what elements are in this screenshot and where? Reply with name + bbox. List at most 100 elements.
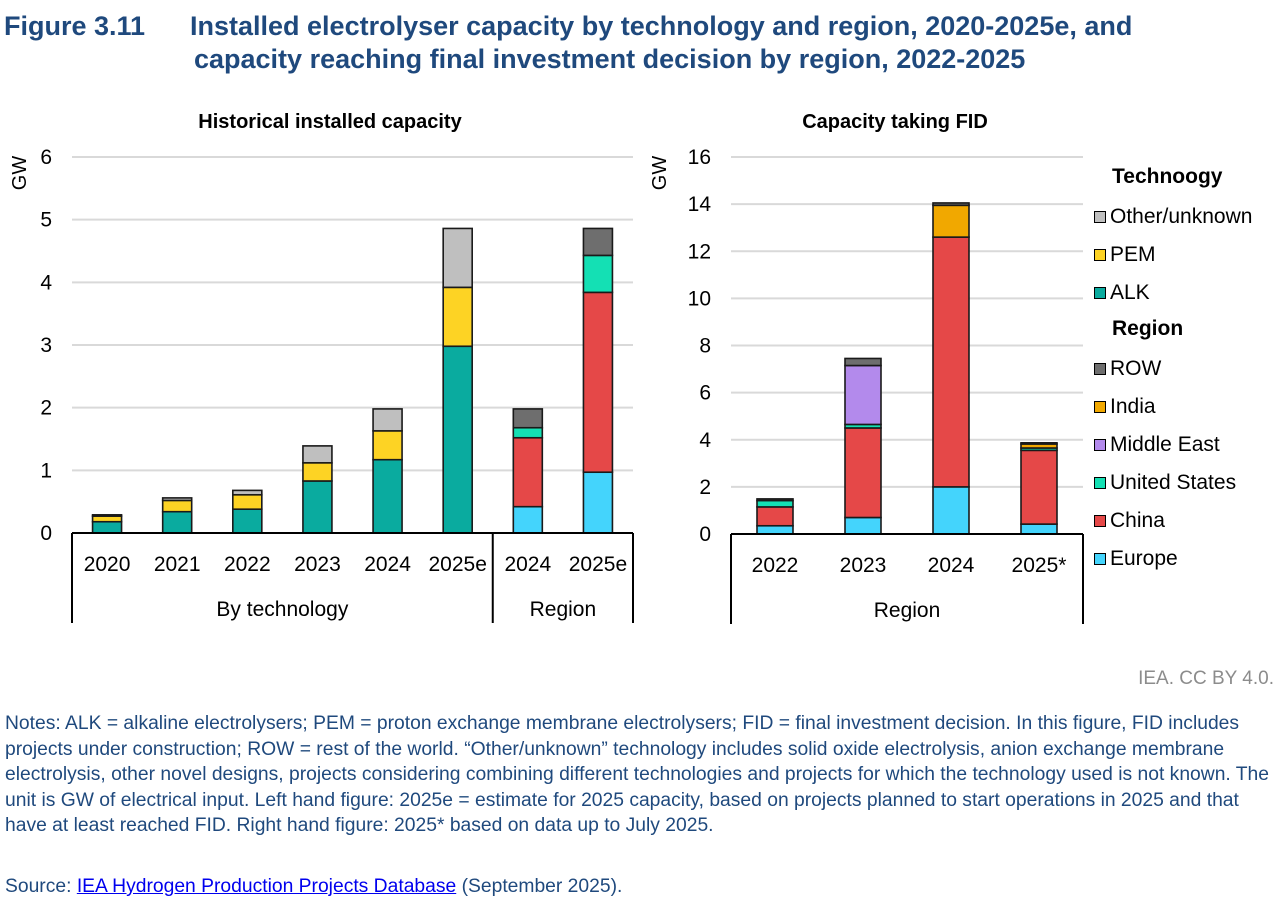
bar-segment-pem bbox=[232, 493, 263, 510]
y-tick-label: 0 bbox=[40, 522, 52, 545]
x-tick-label: 2022 bbox=[752, 554, 799, 577]
legend-label: ROW bbox=[1110, 357, 1162, 380]
y-tick-label: 2 bbox=[699, 476, 711, 499]
bar-segment-europe bbox=[512, 505, 544, 534]
y-tick-label: 14 bbox=[688, 193, 712, 216]
bar-segment-europe bbox=[756, 524, 794, 535]
bar-segment-alk bbox=[442, 345, 473, 534]
bar-segment-row bbox=[932, 202, 970, 207]
left-chart: 0 1 2 3 4 5 6 GW 2020 2021 2022 2023 2024 2025e 2024 20… bbox=[9, 146, 634, 623]
bar-segment-pem bbox=[302, 462, 333, 482]
source-suffix: (September 2025). bbox=[456, 876, 623, 897]
figure-title-line2: capacity reaching final investment decis… bbox=[194, 44, 1026, 74]
bar-segment-row bbox=[756, 498, 794, 502]
legend-swatch-icon bbox=[1094, 363, 1106, 375]
bar-segment-row bbox=[582, 227, 614, 257]
x-tick-label: 2024 bbox=[928, 554, 975, 577]
left-chart-title: Historical installed capacity bbox=[198, 111, 462, 133]
x-tick-label: 2025* bbox=[1012, 554, 1067, 577]
legend-region-heading: Region bbox=[1112, 317, 1184, 340]
x-tick-label: 2024 bbox=[504, 553, 551, 576]
y-tick-label: 2 bbox=[40, 397, 52, 420]
bar-segment-other-unknown bbox=[91, 514, 123, 517]
legend-label: Europe bbox=[1110, 547, 1178, 570]
y-axis-label: GW bbox=[649, 156, 671, 191]
bar-segment-china bbox=[512, 436, 544, 508]
source-prefix: Source: bbox=[5, 876, 77, 897]
legend-label: Other/unknown bbox=[1110, 205, 1253, 228]
legend-item-india: India bbox=[1094, 388, 1280, 426]
legend-swatch-icon bbox=[1094, 477, 1106, 489]
bar-segment-row bbox=[844, 357, 882, 367]
y-tick-label: 16 bbox=[688, 146, 711, 169]
notes-text: Notes: ALK = alkaline electrolysers; PEM… bbox=[5, 713, 1270, 837]
bar-segment-pem bbox=[372, 430, 403, 461]
x-tick-label: 2025e bbox=[569, 553, 627, 576]
right-chart-title: Capacity taking FID bbox=[802, 111, 988, 133]
y-tick-label: 1 bbox=[40, 459, 52, 482]
legend-item-europe: Europe bbox=[1094, 540, 1280, 578]
legend-label: United States bbox=[1110, 471, 1237, 494]
x-tick-label: 2025e bbox=[428, 553, 486, 576]
bar-segment-other-unknown bbox=[232, 489, 263, 496]
bar-segment-middle-east bbox=[844, 364, 882, 426]
legend-label: PEM bbox=[1110, 243, 1156, 266]
bar-segment-alk bbox=[232, 508, 263, 534]
bar-segment-china bbox=[1020, 449, 1058, 525]
group-label-region: Region bbox=[874, 599, 941, 622]
x-tick-label: 2021 bbox=[154, 553, 201, 576]
figure-title: Figure 3.11 Installed electrolyser capaci… bbox=[4, 10, 1280, 76]
y-tick-label: 0 bbox=[699, 523, 711, 546]
legend-item-row: ROW bbox=[1094, 350, 1280, 388]
y-tick-label: 6 bbox=[699, 382, 711, 405]
bar-segment-alk bbox=[91, 520, 123, 534]
bar-segment-alk bbox=[302, 480, 333, 534]
source-text: Source: IEA Hydrogen Production Projects… bbox=[5, 876, 622, 898]
y-tick-label: 12 bbox=[688, 240, 711, 263]
bar-segment-europe bbox=[932, 486, 970, 535]
y-tick-label: 5 bbox=[40, 209, 52, 232]
legend-item-united-states: United States bbox=[1094, 464, 1280, 502]
legend-label: Middle East bbox=[1110, 433, 1220, 456]
bar-segment-united-states bbox=[512, 426, 544, 439]
right-chart: 0 2 4 6 8 10 12 14 16 GW 2022 2023 2024 2025* Region bbox=[649, 146, 1084, 624]
legend-item-alk: ALK bbox=[1094, 274, 1280, 312]
bar-segment-pem bbox=[91, 515, 123, 523]
y-tick-label: 10 bbox=[688, 287, 711, 310]
group-label-by-technology: By technology bbox=[216, 598, 348, 621]
y-axis-label: GW bbox=[9, 156, 31, 191]
legend-swatch-icon bbox=[1094, 401, 1106, 413]
figure-number: Figure 3.11 bbox=[4, 11, 146, 41]
legend-label: ALK bbox=[1110, 281, 1150, 304]
legend-label: India bbox=[1110, 395, 1156, 418]
bar-segment-india bbox=[932, 204, 970, 238]
x-tick-label: 2022 bbox=[224, 553, 271, 576]
y-tick-label: 6 bbox=[40, 146, 52, 169]
legend-swatch-icon bbox=[1094, 439, 1106, 451]
bar-segment-united-states bbox=[756, 499, 794, 508]
legend-swatch-icon bbox=[1094, 211, 1106, 223]
bar-segment-alk bbox=[161, 510, 193, 534]
x-tick-label: 2024 bbox=[364, 553, 411, 576]
bar-segment-china bbox=[844, 427, 882, 519]
bar-segment-europe bbox=[1020, 523, 1058, 535]
bar-segment-china bbox=[932, 236, 970, 488]
legend: Technoogy Other/unknown PEM ALK Region ROW… bbox=[1094, 160, 1280, 578]
source-link[interactable]: IEA Hydrogen Production Projects Databas… bbox=[76, 876, 457, 897]
group-label-region: Region bbox=[530, 598, 597, 621]
bar-segment-pem bbox=[161, 499, 193, 513]
legend-swatch-icon bbox=[1094, 515, 1106, 527]
bar-segment-row bbox=[512, 408, 544, 429]
bar-segment-china bbox=[756, 506, 794, 527]
bar-segment-other-unknown bbox=[302, 445, 333, 464]
legend-swatch-icon bbox=[1094, 287, 1106, 299]
legend-item-middle-east: Middle East bbox=[1094, 426, 1280, 464]
legend-item-china: China bbox=[1094, 502, 1280, 540]
x-tick-label: 2023 bbox=[840, 554, 887, 577]
y-tick-label: 3 bbox=[40, 334, 52, 357]
y-tick-label: 4 bbox=[40, 271, 52, 294]
legend-technology-heading: Technoogy bbox=[1112, 165, 1223, 188]
bar-segment-alk bbox=[372, 458, 403, 534]
bar-segment-other-unknown bbox=[442, 227, 473, 289]
figure-title-line1: Installed electrolyser capacity by techn… bbox=[190, 11, 1133, 41]
